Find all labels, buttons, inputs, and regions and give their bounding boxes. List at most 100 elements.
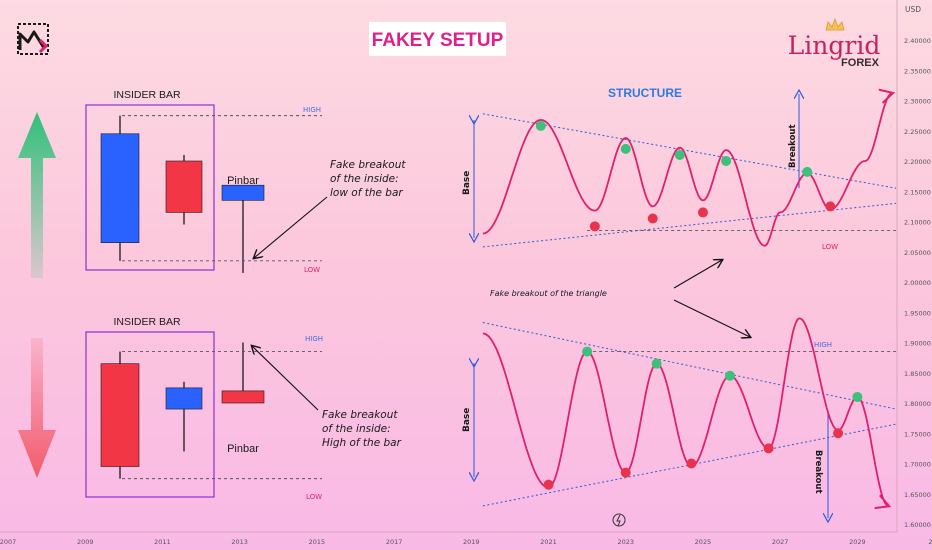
candle-bottom-body [221, 390, 265, 404]
bottom-trendline-upper [482, 322, 897, 410]
top-wave [482, 93, 892, 247]
candles-group [100, 115, 265, 479]
brand-logo: Lingrid FOREX [788, 17, 881, 69]
lightning-icon[interactable] [612, 513, 626, 527]
base-label-bottom: Base [462, 408, 472, 432]
insider-bar-title-bottom: INSIDER BAR [113, 316, 181, 328]
top-swing-low-marker [697, 207, 708, 218]
top-swing-low-marker [647, 213, 658, 224]
top-trendline-lower [482, 202, 897, 248]
breakout-label-top: Breakout [788, 124, 798, 168]
top-swing-high-marker [674, 149, 685, 160]
bottom-swing-high-marker [852, 391, 863, 402]
top-swing-high-marker [620, 143, 631, 154]
annotation-arrow-bottom [252, 346, 319, 411]
top-swing-high-marker [721, 156, 732, 166]
svg-text:Fake breakout: Fake breakout [330, 159, 406, 171]
svg-text:of the inside:: of the inside: [330, 173, 399, 185]
x-tick-label: 2021 [540, 538, 557, 546]
x-tick-label: 2029 [849, 538, 866, 546]
x-tick-label: 2013 [231, 538, 248, 546]
low-label-structure: LOW [822, 243, 838, 251]
top-swing-low-marker [589, 221, 600, 232]
svg-text:low of the bar: low of the bar [330, 187, 403, 199]
top-swing-low-marker [825, 201, 836, 212]
x-tick-label: 2007 [0, 538, 16, 546]
left-panel: INSIDER BAR INSIDER BAR Pinbar Pinbar HI… [85, 89, 406, 501]
svg-text:of the inside:: of the inside: [322, 423, 391, 435]
y-tick-label: 2.40000 [904, 37, 931, 45]
center-arrow-up [673, 260, 722, 289]
bottom-swing-high-marker [582, 346, 593, 357]
chart-logo-icon[interactable] [17, 23, 49, 55]
bullish-arrow-icon [18, 112, 56, 278]
bottom-swing-low-marker [763, 443, 774, 454]
x-tick-label: 2017 [386, 538, 403, 546]
annotation-bottom: Fake breakout of the inside: High of the… [322, 409, 402, 449]
svg-text:High of the bar: High of the bar [322, 437, 402, 449]
base-label-top: Base [462, 171, 472, 195]
structure-group [482, 93, 897, 506]
candle-bottom-body [100, 363, 140, 467]
bottom-swing-low-marker [620, 467, 631, 478]
x-tick-label: 2009 [77, 538, 94, 546]
bottom-swing-high-marker [651, 358, 662, 369]
structure-title: STRUCTURE [608, 86, 682, 100]
pinbar-label-bottom: Pinbar [227, 443, 259, 455]
low-label-top: LOW [304, 266, 320, 274]
right-panel: STRUCTURE Fake breakout of the triangle … [462, 86, 838, 518]
y-tick-label: 2.20000 [904, 158, 931, 166]
bottom-swing-low-marker [543, 479, 554, 490]
bottom-swing-high-marker [724, 370, 735, 381]
center-arrow-down [673, 299, 750, 337]
x-tick-label: 2023 [617, 538, 634, 546]
axis-unit: USD [905, 5, 921, 14]
insider-box-bottom [85, 331, 215, 498]
high-label-bottom: HIGH [305, 335, 323, 343]
y-tick-label: 1.65000 [904, 491, 931, 499]
candle-top-body [100, 133, 140, 243]
candle-top-body [221, 184, 265, 201]
page-title: FAKEY SETUP [372, 30, 504, 51]
y-tick-label: 2.10000 [904, 219, 931, 227]
insider-box-top [85, 104, 215, 271]
x-tick-label: 203 [928, 538, 932, 546]
x-tick-label: 2027 [772, 538, 789, 546]
y-tick-label: 1.60000 [904, 521, 931, 529]
x-tick-label: 2015 [309, 538, 326, 546]
bottom-wave [482, 317, 888, 506]
low-label-bottom: LOW [306, 493, 322, 501]
y-tick-label: 2.00000 [904, 279, 931, 287]
breakout-label-bottom: Breakout [813, 450, 823, 494]
y-tick-label: 1.75000 [904, 430, 931, 438]
y-tick-label: 1.70000 [904, 461, 931, 469]
candle-bottom-body [165, 387, 203, 410]
x-tick-label: 2025 [695, 538, 712, 546]
brand-name: Lingrid [788, 31, 881, 60]
price-axis[interactable]: USD [896, 0, 921, 532]
crown-icon [825, 17, 845, 31]
y-tick-label: 2.30000 [904, 98, 931, 106]
high-label-structure: HIGH [814, 341, 832, 349]
annotation-arrow-top [254, 196, 328, 258]
y-tick-label: 1.90000 [904, 340, 931, 348]
y-tick-label: 1.80000 [904, 400, 931, 408]
top-swing-high-marker [535, 120, 546, 131]
y-tick-label: 1.95000 [904, 309, 931, 317]
left-levels-group [122, 115, 322, 480]
y-tick-label: 2.25000 [904, 128, 931, 136]
y-tick-label: 2.05000 [904, 249, 931, 257]
title-box [369, 22, 506, 56]
x-tick-label: 2019 [463, 538, 480, 546]
bottom-swing-low-marker [833, 428, 844, 439]
pinbar-label-top: Pinbar [227, 175, 259, 187]
annotation-top: Fake breakout of the inside: low of the … [330, 159, 406, 199]
center-annotation: Fake breakout of the triangle [490, 289, 607, 298]
bottom-swing-low-marker [686, 458, 697, 469]
svg-text:Fake breakout: Fake breakout [322, 409, 398, 421]
y-tick-label: 2.35000 [904, 67, 931, 75]
y-tick-label: 1.85000 [904, 370, 931, 378]
brand-sub: FOREX [841, 57, 880, 69]
insider-bar-title-top: INSIDER BAR [113, 89, 181, 101]
